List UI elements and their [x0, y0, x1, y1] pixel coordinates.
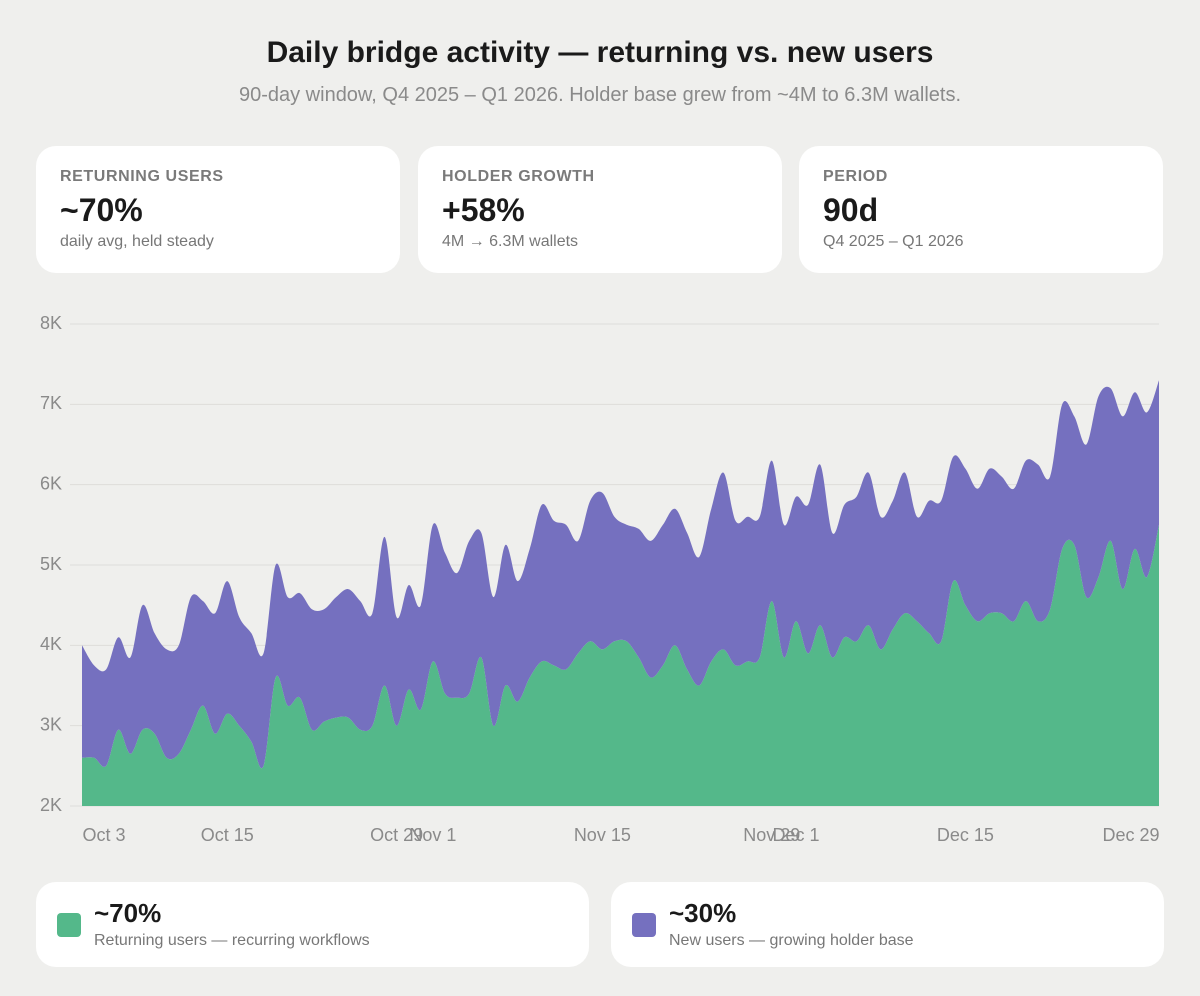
legend-label: Returning users — recurring workflows — [94, 932, 370, 949]
legend-card: ~30% New users — growing holder base — [611, 882, 1164, 967]
stat-card: PERIOD 90d Q4 2025 – Q1 2026 — [799, 146, 1163, 273]
x-tick-label: Oct 29 — [370, 825, 423, 845]
x-tick-label: Nov 15 — [574, 825, 631, 845]
x-tick-label: Oct 3 — [82, 825, 125, 845]
stat-label: PERIOD — [823, 168, 888, 185]
page-title: Daily bridge activity — returning vs. ne… — [266, 36, 934, 69]
legend-share: ~70% — [94, 898, 162, 928]
y-tick-label: 8K — [40, 313, 62, 333]
x-tick-label: Nov 29 — [743, 825, 800, 845]
area — [82, 380, 1159, 769]
y-tick-label: 7K — [40, 393, 62, 413]
stat-value: 90d — [823, 192, 879, 228]
stat-note: Q4 2025 – Q1 2026 — [823, 233, 964, 250]
y-tick-label: 5K — [40, 554, 62, 574]
page-subtitle: 90-day window, Q4 2025 – Q1 2026. Holder… — [238, 84, 962, 106]
legend-label: New users — growing holder base — [669, 932, 914, 949]
x-tick-label: Dec 1 — [772, 825, 819, 845]
stat-note: 4M → 6.3M wallets — [442, 233, 579, 250]
stat-note: daily avg, held steady — [60, 233, 214, 250]
stat-card: RETURNING USERS ~70% daily avg, held ste… — [36, 146, 400, 273]
x-tick-label: Nov 1 — [409, 825, 456, 845]
legend-swatch — [57, 913, 81, 937]
stat-label: RETURNING USERS — [60, 168, 224, 185]
stat-card: HOLDER GROWTH +58% 4M → 6.3M wallets — [418, 146, 782, 273]
y-tick-label: 6K — [40, 473, 62, 493]
x-tick-label: Oct 15 — [201, 825, 254, 845]
stat-label: HOLDER GROWTH — [442, 168, 595, 185]
x-tick-label: Dec 29 — [1102, 825, 1159, 845]
legend-card: ~70% Returning users — recurring workflo… — [36, 882, 589, 967]
y-tick-label: 3K — [40, 714, 62, 734]
y-tick-label: 2K — [40, 795, 62, 815]
legend-swatch — [632, 913, 656, 937]
stat-value: +58% — [442, 192, 525, 228]
y-tick-label: 4K — [40, 634, 62, 654]
area — [82, 524, 1159, 806]
legend-share: ~30% — [669, 898, 737, 928]
stat-value: ~70% — [60, 192, 143, 228]
x-tick-label: Dec 15 — [937, 825, 994, 845]
